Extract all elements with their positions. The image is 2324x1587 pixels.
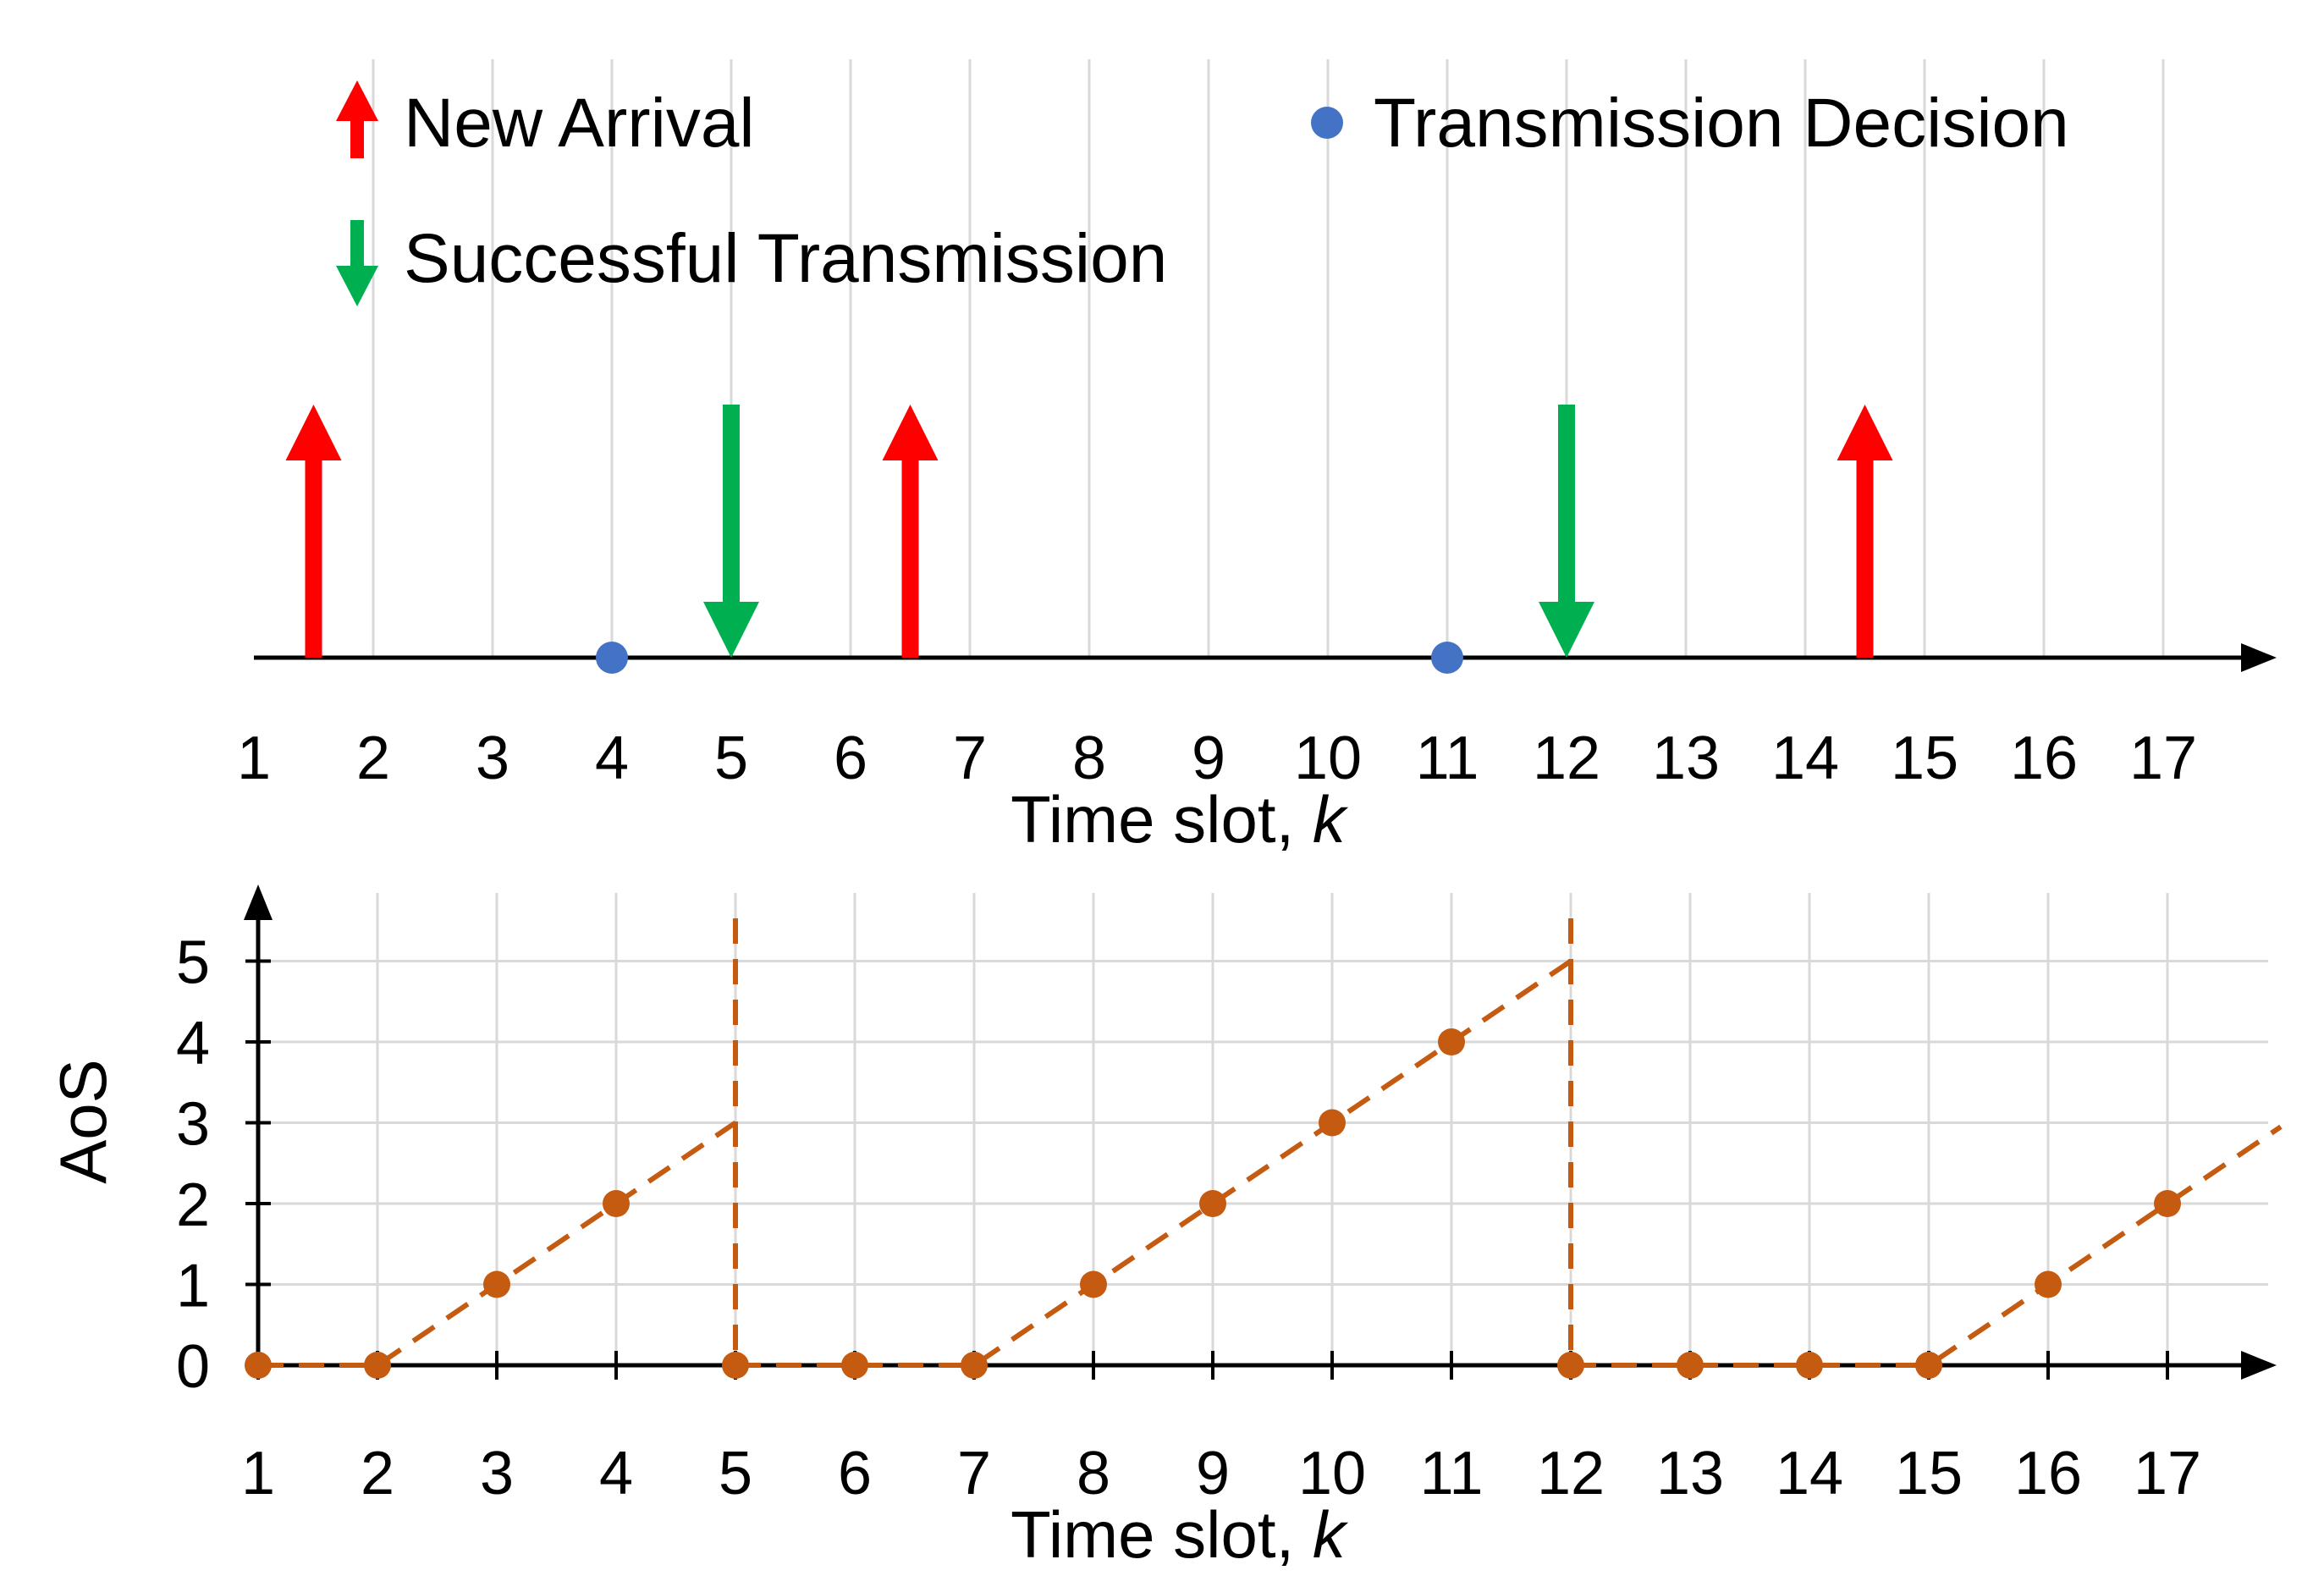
y-tick-label: 4	[176, 1010, 210, 1077]
legend-label: Successful Transmission	[404, 220, 1167, 297]
x-tick-label: 3	[476, 725, 509, 792]
x-axis-arrowhead	[2241, 1351, 2277, 1380]
data-point	[2154, 1190, 2181, 1217]
x-tick-label: 6	[838, 1440, 872, 1507]
data-point	[245, 1352, 272, 1379]
x-tick-label: 6	[834, 725, 867, 792]
x-tick-label: 11	[1416, 725, 1479, 792]
bottom-axes	[244, 884, 2277, 1380]
new-arrival-arrow	[1837, 405, 1893, 658]
legend-item-success: Successful Transmission	[336, 220, 1167, 306]
new-arrival-arrow	[882, 405, 939, 658]
x-tick-label: 11	[1420, 1440, 1484, 1507]
x-tick-label: 7	[953, 725, 987, 792]
x-tick-label: 2	[361, 1440, 394, 1507]
x-tick-label: 10	[1294, 725, 1362, 792]
x-tick-label: 13	[1656, 1440, 1724, 1507]
legend-label: Transmission Decision	[1374, 85, 2069, 162]
x-tick-label: 2	[356, 725, 390, 792]
transmission-decision-dot	[596, 642, 628, 674]
successful-transmission-arrow	[703, 405, 759, 658]
data-point	[961, 1352, 988, 1379]
top-x-tick-labels: 1 2 3 4 5 6 7 8 9 10 11 12 13 14 15 16 17	[237, 725, 2197, 792]
x-tick-label: 3	[480, 1440, 514, 1507]
x-tick-label: 7	[957, 1440, 991, 1507]
data-point	[603, 1190, 630, 1217]
successful-transmission-arrow	[1539, 405, 1594, 658]
data-point	[1438, 1028, 1465, 1055]
transmission-decision-dot	[1431, 642, 1463, 674]
y-tick-label: 0	[176, 1333, 210, 1401]
aos-line-segment	[735, 959, 1572, 1368]
data-point	[364, 1352, 391, 1379]
y-tick-label: 3	[176, 1091, 210, 1159]
x-tick-label: 4	[599, 1440, 633, 1507]
y-tick-label: 1	[176, 1253, 210, 1320]
x-tick-label: 12	[1537, 1440, 1605, 1507]
y-axis-title: AoS	[46, 1059, 120, 1183]
x-axis-arrowhead	[2241, 643, 2277, 672]
x-tick-label: 1	[241, 1440, 275, 1507]
data-point	[1677, 1352, 1704, 1379]
data-point	[1199, 1190, 1226, 1217]
data-point	[1796, 1352, 1823, 1379]
bottom-x-axis-title: Time slot, k	[1011, 1497, 1349, 1572]
y-tick-label: 5	[176, 929, 210, 997]
x-tick-label: 5	[714, 725, 748, 792]
data-point	[1080, 1270, 1107, 1298]
legend: New Arrival Transmission Decision Successf…	[336, 80, 2069, 306]
legend-item-arrival: New Arrival	[336, 80, 755, 162]
x-tick-label: 10	[1298, 1440, 1366, 1507]
top-chart: New Arrival Transmission Decision Successf…	[237, 59, 2277, 857]
x-tick-label: 12	[1533, 725, 1600, 792]
bottom-grid	[258, 893, 2268, 1365]
x-tick-label: 9	[1192, 725, 1225, 792]
data-point	[2035, 1270, 2062, 1298]
data-point	[722, 1352, 749, 1379]
down-arrow-icon	[336, 220, 378, 306]
x-tick-label: 8	[1072, 725, 1106, 792]
legend-item-decision: Transmission Decision	[1311, 85, 2069, 162]
top-events	[285, 405, 1893, 674]
x-tick-label: 16	[2014, 1440, 2082, 1507]
x-tick-label: 9	[1196, 1440, 1230, 1507]
new-arrival-arrow	[285, 405, 342, 658]
y-axis-arrowhead	[244, 884, 273, 920]
data-point	[1557, 1352, 1584, 1379]
x-tick-label: 14	[1771, 725, 1839, 792]
data-point	[483, 1270, 510, 1298]
x-tick-label: 13	[1652, 725, 1720, 792]
up-arrow-icon	[336, 80, 378, 158]
x-tick-label: 8	[1077, 1440, 1110, 1507]
top-x-axis	[254, 643, 2277, 672]
x-tick-label: 1	[237, 725, 271, 792]
legend-label: New Arrival	[404, 85, 755, 162]
x-tick-label: 5	[719, 1440, 752, 1507]
x-tick-label: 14	[1776, 1440, 1843, 1507]
dot-icon	[1311, 107, 1343, 139]
top-grid	[372, 59, 2165, 658]
x-tick-label: 16	[2010, 725, 2078, 792]
data-point	[1915, 1352, 1942, 1379]
data-point	[841, 1352, 868, 1379]
x-tick-label: 15	[1891, 725, 1958, 792]
data-point	[1319, 1109, 1346, 1137]
x-tick-label: 17	[2129, 725, 2197, 792]
top-x-axis-title: Time slot, k	[1011, 782, 1349, 857]
aos-line-segment	[1571, 1124, 2283, 1368]
y-tick-label: 2	[176, 1171, 210, 1239]
x-tick-label: 15	[1895, 1440, 1963, 1507]
x-tick-label: 17	[2134, 1440, 2201, 1507]
aos-series	[245, 918, 2283, 1379]
x-tick-label: 4	[595, 725, 629, 792]
